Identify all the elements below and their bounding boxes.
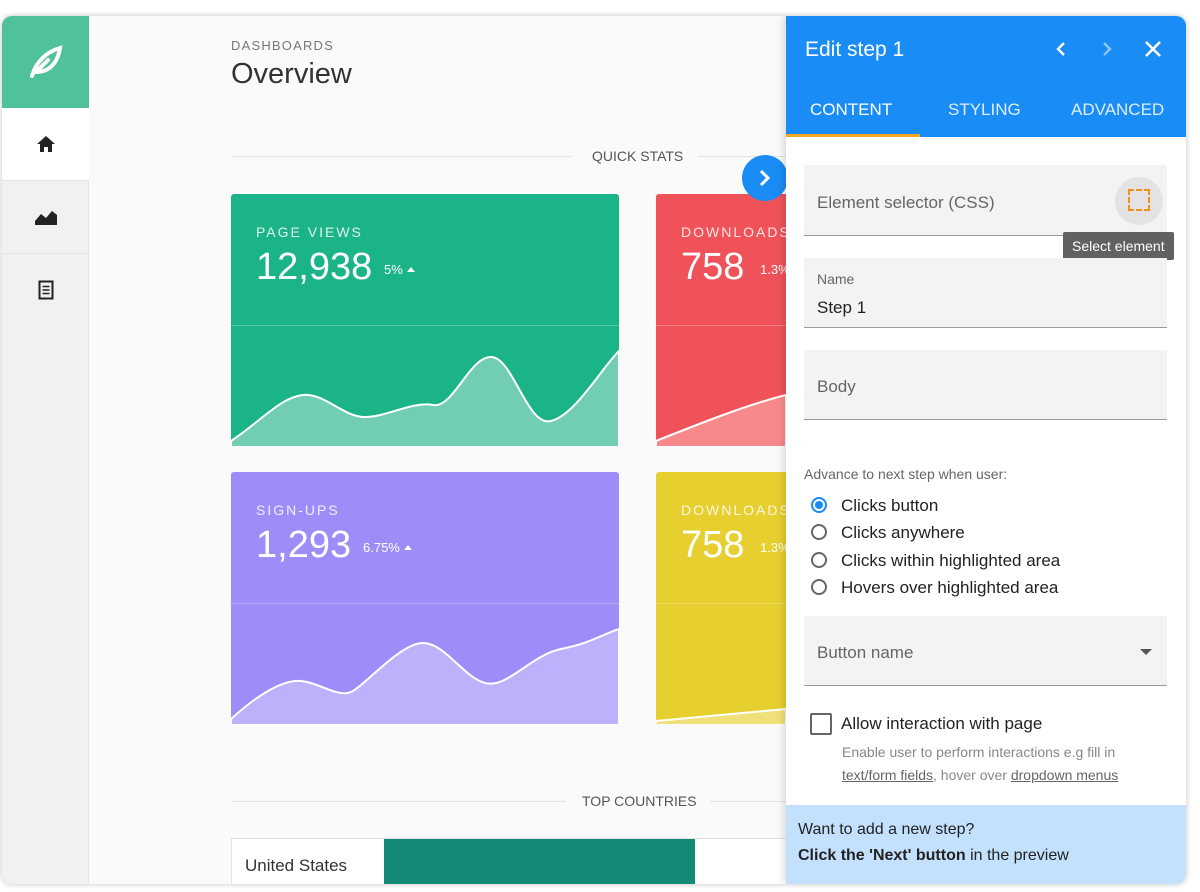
card-value: 758 [681, 246, 745, 288]
body-input[interactable]: Body [804, 350, 1167, 420]
advance-label: Advance to next step when user: [804, 466, 1008, 482]
card-divider [231, 603, 619, 604]
hint-bold: Click the 'Next' button [798, 847, 966, 864]
divider [231, 801, 566, 802]
radio-label[interactable]: Clicks anywhere [841, 523, 965, 542]
link[interactable]: dropdown menus [1010, 767, 1119, 783]
quick-stats-heading: QUICK STATS [592, 148, 684, 164]
country-row: United States [231, 838, 791, 884]
logo[interactable] [2, 16, 89, 108]
hint-rest: in the preview [965, 847, 1069, 864]
placeholder: Body [817, 377, 856, 396]
radio[interactable] [811, 579, 827, 595]
page-title: Overview [231, 58, 352, 90]
card-value: 1,293 [256, 524, 352, 566]
divider [231, 156, 571, 157]
button-name-select[interactable]: Button name [804, 616, 1167, 686]
chevron-icon [759, 169, 771, 187]
card-value: 12,938 [256, 246, 373, 288]
country-name: United States [245, 856, 348, 875]
dropdown-arrow [1140, 649, 1152, 661]
card-label: DOWNLOADS [681, 502, 791, 518]
card-label: DOWNLOADS [681, 224, 791, 240]
card-change: 6.75% [363, 540, 412, 555]
help-text-part: , hover over [933, 767, 1011, 783]
top-countries-heading: TOP COUNTRIES [582, 793, 697, 809]
pick-element-button[interactable] [1115, 177, 1163, 225]
tab-indicator [786, 134, 920, 137]
home-icon [37, 136, 55, 152]
card-change: 1.3% [760, 540, 802, 555]
app-window: DASHBOARDS Overview QUICK STATS PAGE VIE… [2, 16, 1186, 884]
nav-reports[interactable] [2, 254, 89, 327]
close-button[interactable] [1144, 40, 1162, 58]
hint-text: Click the 'Next' button in the preview [798, 847, 1069, 865]
card-change: 1.3% [760, 262, 802, 277]
selector-input[interactable]: Element selector (CSS) [804, 165, 1167, 236]
prev-button[interactable] [1056, 41, 1066, 57]
divider [710, 801, 788, 802]
hint-question: Want to add a new step? [798, 821, 975, 838]
step-editor-panel: Edit step 1 CONTENT STYLING ADVANCED Ele… [786, 16, 1186, 884]
radio-label[interactable]: Clicks within highlighted area [841, 551, 1061, 570]
next-button[interactable] [1102, 41, 1112, 57]
chart-icon [35, 211, 57, 225]
help-text: Enable user to perform interactions e.g … [842, 741, 1162, 787]
tooltip: Select element [1063, 232, 1174, 260]
checkbox[interactable] [810, 713, 832, 735]
doc-icon [38, 280, 54, 300]
stat-card: SIGN-UPS 1,293 6.75% [231, 472, 619, 725]
section-label: DASHBOARDS [231, 38, 335, 53]
placeholder: Button name [817, 643, 914, 662]
card-label: PAGE VIEWS [256, 224, 363, 240]
stat-card: PAGE VIEWS 12,938 5% [231, 194, 619, 447]
radio[interactable] [811, 524, 827, 540]
leaf-icon [30, 45, 63, 78]
card-label: SIGN-UPS [256, 502, 340, 518]
link[interactable]: text/form fields [842, 767, 934, 783]
sparkline [231, 349, 619, 447]
field-label: Name [817, 271, 855, 287]
hint-footer: Want to add a new step? Click the 'Next'… [786, 805, 1186, 884]
nav-analytics[interactable] [2, 181, 89, 254]
placeholder: Element selector (CSS) [817, 193, 995, 212]
help-text-part: Enable user to perform interactions e.g … [842, 744, 1116, 760]
radio[interactable] [811, 552, 827, 568]
radio-label[interactable]: Hovers over highlighted area [841, 578, 1059, 597]
select-icon [1128, 189, 1150, 211]
sidebar [2, 16, 89, 884]
sparkline [231, 627, 619, 725]
name-input[interactable]: Name Step 1 [804, 258, 1167, 328]
panel-title: Edit step 1 [805, 38, 905, 61]
divider [698, 156, 788, 157]
card-value: 758 [681, 524, 745, 566]
field-value: Step 1 [817, 298, 867, 317]
nav-home[interactable] [2, 108, 89, 181]
radio-selected[interactable] [811, 497, 827, 513]
radio-label[interactable]: Clicks button [841, 496, 939, 515]
radio-dot [815, 501, 823, 509]
checkbox-label[interactable]: Allow interaction with page [841, 714, 1043, 733]
tab[interactable]: CONTENT [810, 100, 893, 119]
tab[interactable]: ADVANCED [1071, 100, 1165, 119]
country-bar [384, 839, 695, 884]
card-divider [231, 325, 619, 326]
panel-header: Edit step 1 CONTENT STYLING ADVANCED [786, 16, 1186, 137]
tab[interactable]: STYLING [948, 100, 1021, 119]
collapse-button[interactable] [742, 155, 788, 201]
card-change: 5% [384, 262, 415, 277]
